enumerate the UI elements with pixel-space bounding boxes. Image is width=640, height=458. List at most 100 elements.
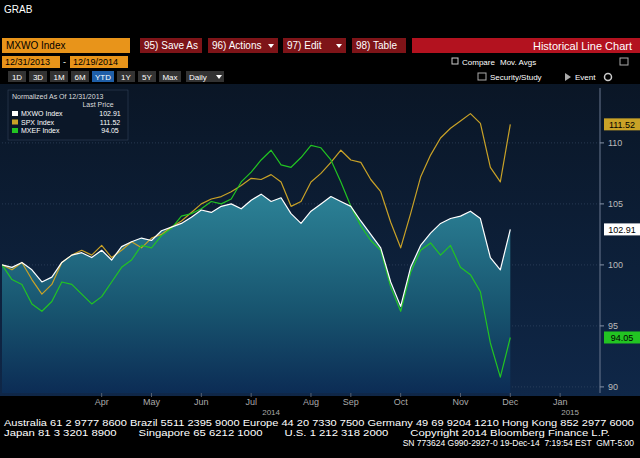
series-line [2,145,510,377]
x-tick-label: Jul [245,397,257,407]
study-label[interactable]: Security/Study [490,73,542,82]
period-button[interactable] [138,71,156,82]
compare-checkbox[interactable] [452,58,458,64]
legend-name: MXWO Index [21,110,63,117]
series-line [2,114,510,295]
legend-swatch [12,120,18,125]
series-line [2,194,510,306]
legend-swatch [12,128,18,133]
toolbar-button[interactable] [140,38,202,53]
period-text: 1Y [121,73,131,82]
period-text: Max [162,73,177,82]
y-tick-label: 105 [608,199,623,209]
event-icon [565,73,571,81]
x-tick-label: Nov [452,397,469,407]
security-box[interactable] [2,38,130,53]
toolbar-button[interactable] [283,38,346,53]
toolbar-button-text: 95) Save As [144,40,198,51]
date-box[interactable] [2,56,60,68]
period-text: 1M [53,73,64,82]
legend-value: 111.52 [100,119,120,126]
legend-name: SPX Index [21,119,55,126]
toolbar-button-text: 96) Actions [212,40,261,51]
title: Historical Line Chart [533,40,632,52]
end-date: 12/19/2014 [73,57,118,67]
legend-name: MXEF Index [21,127,60,134]
frequency-text: Daily [189,73,207,82]
study-icon[interactable] [478,73,486,80]
last-price-tag [604,331,640,343]
security-text: MXWO Index [6,40,65,51]
x-tick-label: May [143,397,161,407]
title-bar [412,38,640,53]
period-text: 1D [12,73,22,82]
last-price-tag [604,223,640,235]
settings-icon[interactable] [605,74,612,81]
background [0,0,640,458]
y-tick [600,386,604,387]
toolbar-button[interactable] [208,38,278,53]
screen: GRAB MXWO Index 95) Save As 96) Actions 97) … [0,0,640,458]
toolbar-button-text: 97) Edit [287,40,322,51]
toolbar-button[interactable] [352,38,406,53]
window-icon[interactable] [620,58,628,65]
grid-line [2,142,600,143]
plot-background [0,84,640,396]
frequency-button[interactable] [186,71,224,82]
period-button[interactable] [8,71,26,82]
y-axis-line [600,88,601,393]
x-tick-label: Aug [303,397,319,407]
last-price-text: 94.05 [611,333,634,343]
y-tick [600,203,604,204]
period-button[interactable] [29,71,47,82]
legend-subtitle: Last Price [82,101,113,108]
legend-value: 102.91 [99,110,121,117]
x-year-label: 2015 [561,408,579,417]
period-text: 5Y [142,73,152,82]
date-separator: - [63,57,66,67]
y-tick-label: 100 [608,260,623,270]
y-tick-label: 90 [608,382,618,392]
x-tick-label: Oct [394,397,409,407]
period-button[interactable] [92,71,114,82]
caret [268,44,274,48]
footer-line: SN 773624 G990-2927-0 19-Dec-14 7:19:54 … [403,438,635,448]
toolbar-button-text: 98) Table [356,40,397,51]
period-text: YTD [95,73,111,82]
compare-label: Compare [462,58,495,67]
x-tick-label: Dec [502,397,519,407]
legend-box [8,90,128,140]
y-tick [600,142,604,143]
footer-line: Australia 61 2 9777 8600 Brazil 5511 239… [4,418,634,428]
period-button[interactable] [71,71,89,82]
caret [216,75,222,79]
period-text: 3D [33,73,43,82]
last-price-tag [604,118,640,130]
start-date: 12/31/2013 [5,57,50,67]
last-price-text: 111.52 [609,120,635,130]
y-tick [600,264,604,265]
period-button[interactable] [50,71,68,82]
y-tick [600,325,604,326]
y-tick-label: 95 [608,321,618,331]
series-group [2,114,510,393]
period-button[interactable] [117,71,135,82]
footer-line: Japan 81 3 3201 8900 Singapore 65 6212 1… [4,428,610,438]
mov-avgs-label: Mov. Avgs [500,58,536,67]
x-tick-label: Sep [343,397,359,407]
area-fill [2,194,510,393]
period-button[interactable] [159,71,181,82]
x-tick-label: Jun [194,397,209,407]
date-box[interactable] [70,56,128,68]
legend: Normalized As Of 12/31/2013Last PriceMXW… [8,90,128,140]
x-tick-label: Apr [95,397,109,407]
x-year-label: 2014 [262,408,280,417]
y-tick-label: 110 [608,138,622,148]
legend-value: 94.05 [101,127,119,134]
grid-line [2,203,600,204]
grab-label: GRAB [4,4,33,15]
event-label[interactable]: Event [575,73,596,82]
caret [336,44,342,48]
last-price-text: 102.91 [608,225,636,235]
x-tick-label: Jan [553,397,568,407]
